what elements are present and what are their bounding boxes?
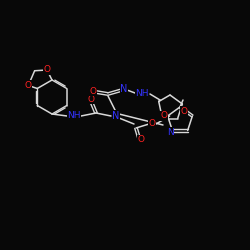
Text: O: O bbox=[180, 107, 188, 116]
Text: O: O bbox=[88, 94, 94, 104]
Text: O: O bbox=[138, 136, 144, 144]
Text: O: O bbox=[90, 86, 96, 96]
Text: N: N bbox=[112, 111, 120, 121]
Text: N: N bbox=[120, 84, 128, 94]
Text: O: O bbox=[148, 120, 156, 128]
Text: O: O bbox=[160, 112, 167, 120]
Text: O: O bbox=[25, 81, 32, 90]
Text: N: N bbox=[167, 128, 174, 137]
Text: O: O bbox=[44, 66, 51, 74]
Text: NH: NH bbox=[67, 112, 81, 120]
Text: NH: NH bbox=[135, 88, 149, 98]
